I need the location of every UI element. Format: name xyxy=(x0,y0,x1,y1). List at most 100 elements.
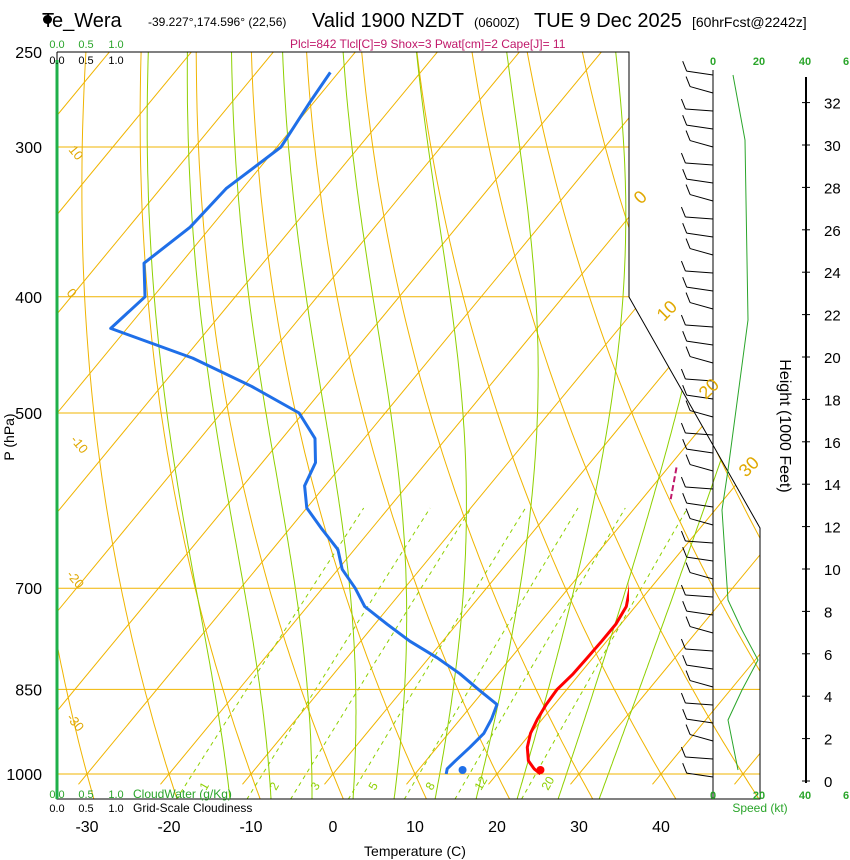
wind-barb xyxy=(689,302,714,310)
dry-adiabat-label: -30 xyxy=(64,710,88,734)
cloudiness-scale-label: 1.0 xyxy=(108,55,123,67)
height-tick-label: 14 xyxy=(824,477,841,494)
isotherm-line xyxy=(488,52,760,785)
height-tick-label: 32 xyxy=(824,96,841,113)
speed-scale-label: 6 xyxy=(843,56,849,68)
wind-barb-flag xyxy=(682,654,688,666)
moist-adiabat-line xyxy=(475,52,539,799)
cloudiness-scale-label: 0.0 xyxy=(49,55,64,67)
wind-barb-flag xyxy=(685,184,691,195)
height-tick-label: 10 xyxy=(824,562,841,579)
height-tick-label: 24 xyxy=(824,265,841,282)
wind-barb xyxy=(685,162,714,166)
wind-barb xyxy=(685,270,714,274)
wind-barb-flag xyxy=(680,530,686,542)
moist-adiabat-line xyxy=(230,52,313,799)
speed-scale-label: 20 xyxy=(753,56,765,68)
wind-barb-flag xyxy=(682,762,688,774)
wind-barb-flag xyxy=(685,454,691,465)
mixing-ratio-label: 12 xyxy=(471,774,490,793)
mixing-ratio-label: 5 xyxy=(365,779,381,792)
mixing-ratio-line xyxy=(290,507,472,799)
height-axis-label: Height (1000 Feet) xyxy=(776,359,793,492)
plot-frame xyxy=(56,51,761,800)
speed-legend: Speed (kt) xyxy=(732,801,787,815)
wind-barb xyxy=(689,626,714,634)
isotherm-label: 0 xyxy=(630,187,651,208)
moist-adiabat-line xyxy=(338,52,408,799)
pressure-tick-label: 300 xyxy=(15,140,42,157)
wind-barb xyxy=(689,572,714,580)
wind-barb-flag xyxy=(685,130,691,141)
wind-barb xyxy=(689,518,714,526)
isotherm-line xyxy=(324,52,760,785)
height-tick-label: 20 xyxy=(824,350,841,367)
dry-adiabat-label: -20 xyxy=(64,567,88,591)
temperature-tick-label: -30 xyxy=(75,819,98,836)
mixing-ratio-line xyxy=(175,507,365,799)
wind-barb xyxy=(686,664,714,670)
valid-time: Valid 1900 NZDT xyxy=(312,10,464,32)
station-name: Te_Wera xyxy=(42,10,122,32)
wind-barb xyxy=(689,194,714,202)
wind-barb-flag xyxy=(685,562,691,573)
wind-barb xyxy=(689,356,714,364)
wind-barb xyxy=(686,340,714,346)
wind-barb xyxy=(686,610,714,616)
mixing-ratio-label: 8 xyxy=(422,779,438,792)
isotherm-line xyxy=(242,52,760,785)
wind-barb-flag xyxy=(682,168,688,180)
wind-barb-flag xyxy=(685,346,691,357)
wind-barb-flag xyxy=(680,314,686,326)
temperature-tick-label: 10 xyxy=(406,819,424,836)
speed-scale-label: 40 xyxy=(799,790,811,802)
wind-barb xyxy=(686,124,714,130)
cloud-water-scale-label: 1.0 xyxy=(108,789,123,801)
surface-temperature-marker xyxy=(536,766,545,774)
wind-barb-flag xyxy=(680,206,686,218)
wind-barb-flag xyxy=(682,708,688,720)
wind-barb xyxy=(689,410,714,418)
cloudiness-legend: Grid-Scale Cloudiness xyxy=(133,801,252,815)
wind-barb xyxy=(686,718,714,724)
wind-barb xyxy=(685,432,714,436)
wind-barb-flag xyxy=(685,292,691,303)
wind-barb-flag xyxy=(680,746,686,758)
dry-adiabat-line xyxy=(195,52,344,799)
wind-barb xyxy=(686,394,714,400)
moist-adiabat-line xyxy=(280,52,357,799)
utc-time: (0600Z) xyxy=(474,15,520,30)
isotherm-line xyxy=(57,52,392,785)
height-tick-label: 22 xyxy=(824,308,841,325)
wind-barb xyxy=(689,248,714,256)
wind-barb-flag xyxy=(682,438,688,450)
pressure-tick-label: 250 xyxy=(15,45,42,62)
temperature-tick-label: 0 xyxy=(329,819,338,836)
wind-barb-flag xyxy=(680,422,686,434)
grid-lines xyxy=(57,52,760,799)
height-tick-label: 26 xyxy=(824,223,841,240)
height-tick-label: 6 xyxy=(824,647,832,664)
height-tick-label: 16 xyxy=(824,435,841,452)
wind-barb-flag xyxy=(682,546,688,558)
cloud-water-scale-label: 0.0 xyxy=(49,789,64,801)
wind-barb xyxy=(686,70,714,76)
wind-barb-flag xyxy=(682,114,688,126)
wind-barb xyxy=(686,556,714,562)
wind-barb-flag xyxy=(680,368,686,380)
dry-adiabat-line xyxy=(356,52,594,799)
cloudiness-scale-label: 0.5 xyxy=(78,803,93,815)
cloud-water-scale-label: 0.5 xyxy=(78,39,93,51)
moist-adiabat-line xyxy=(516,52,627,799)
dry-adiabat-label: 10 xyxy=(66,142,87,163)
wind-barb-flag xyxy=(685,76,691,87)
wind-barb xyxy=(686,232,714,238)
cloud-water-scale-label: 0.0 xyxy=(49,39,64,51)
valid-date: TUE 9 Dec 2025 xyxy=(534,10,682,32)
height-tick-label: 12 xyxy=(824,520,841,537)
wind-barb-flag xyxy=(682,60,688,72)
isotherm-line xyxy=(57,52,146,785)
mixing-ratio-line xyxy=(520,507,689,799)
mixing-ratio-label: 2 xyxy=(266,779,282,792)
